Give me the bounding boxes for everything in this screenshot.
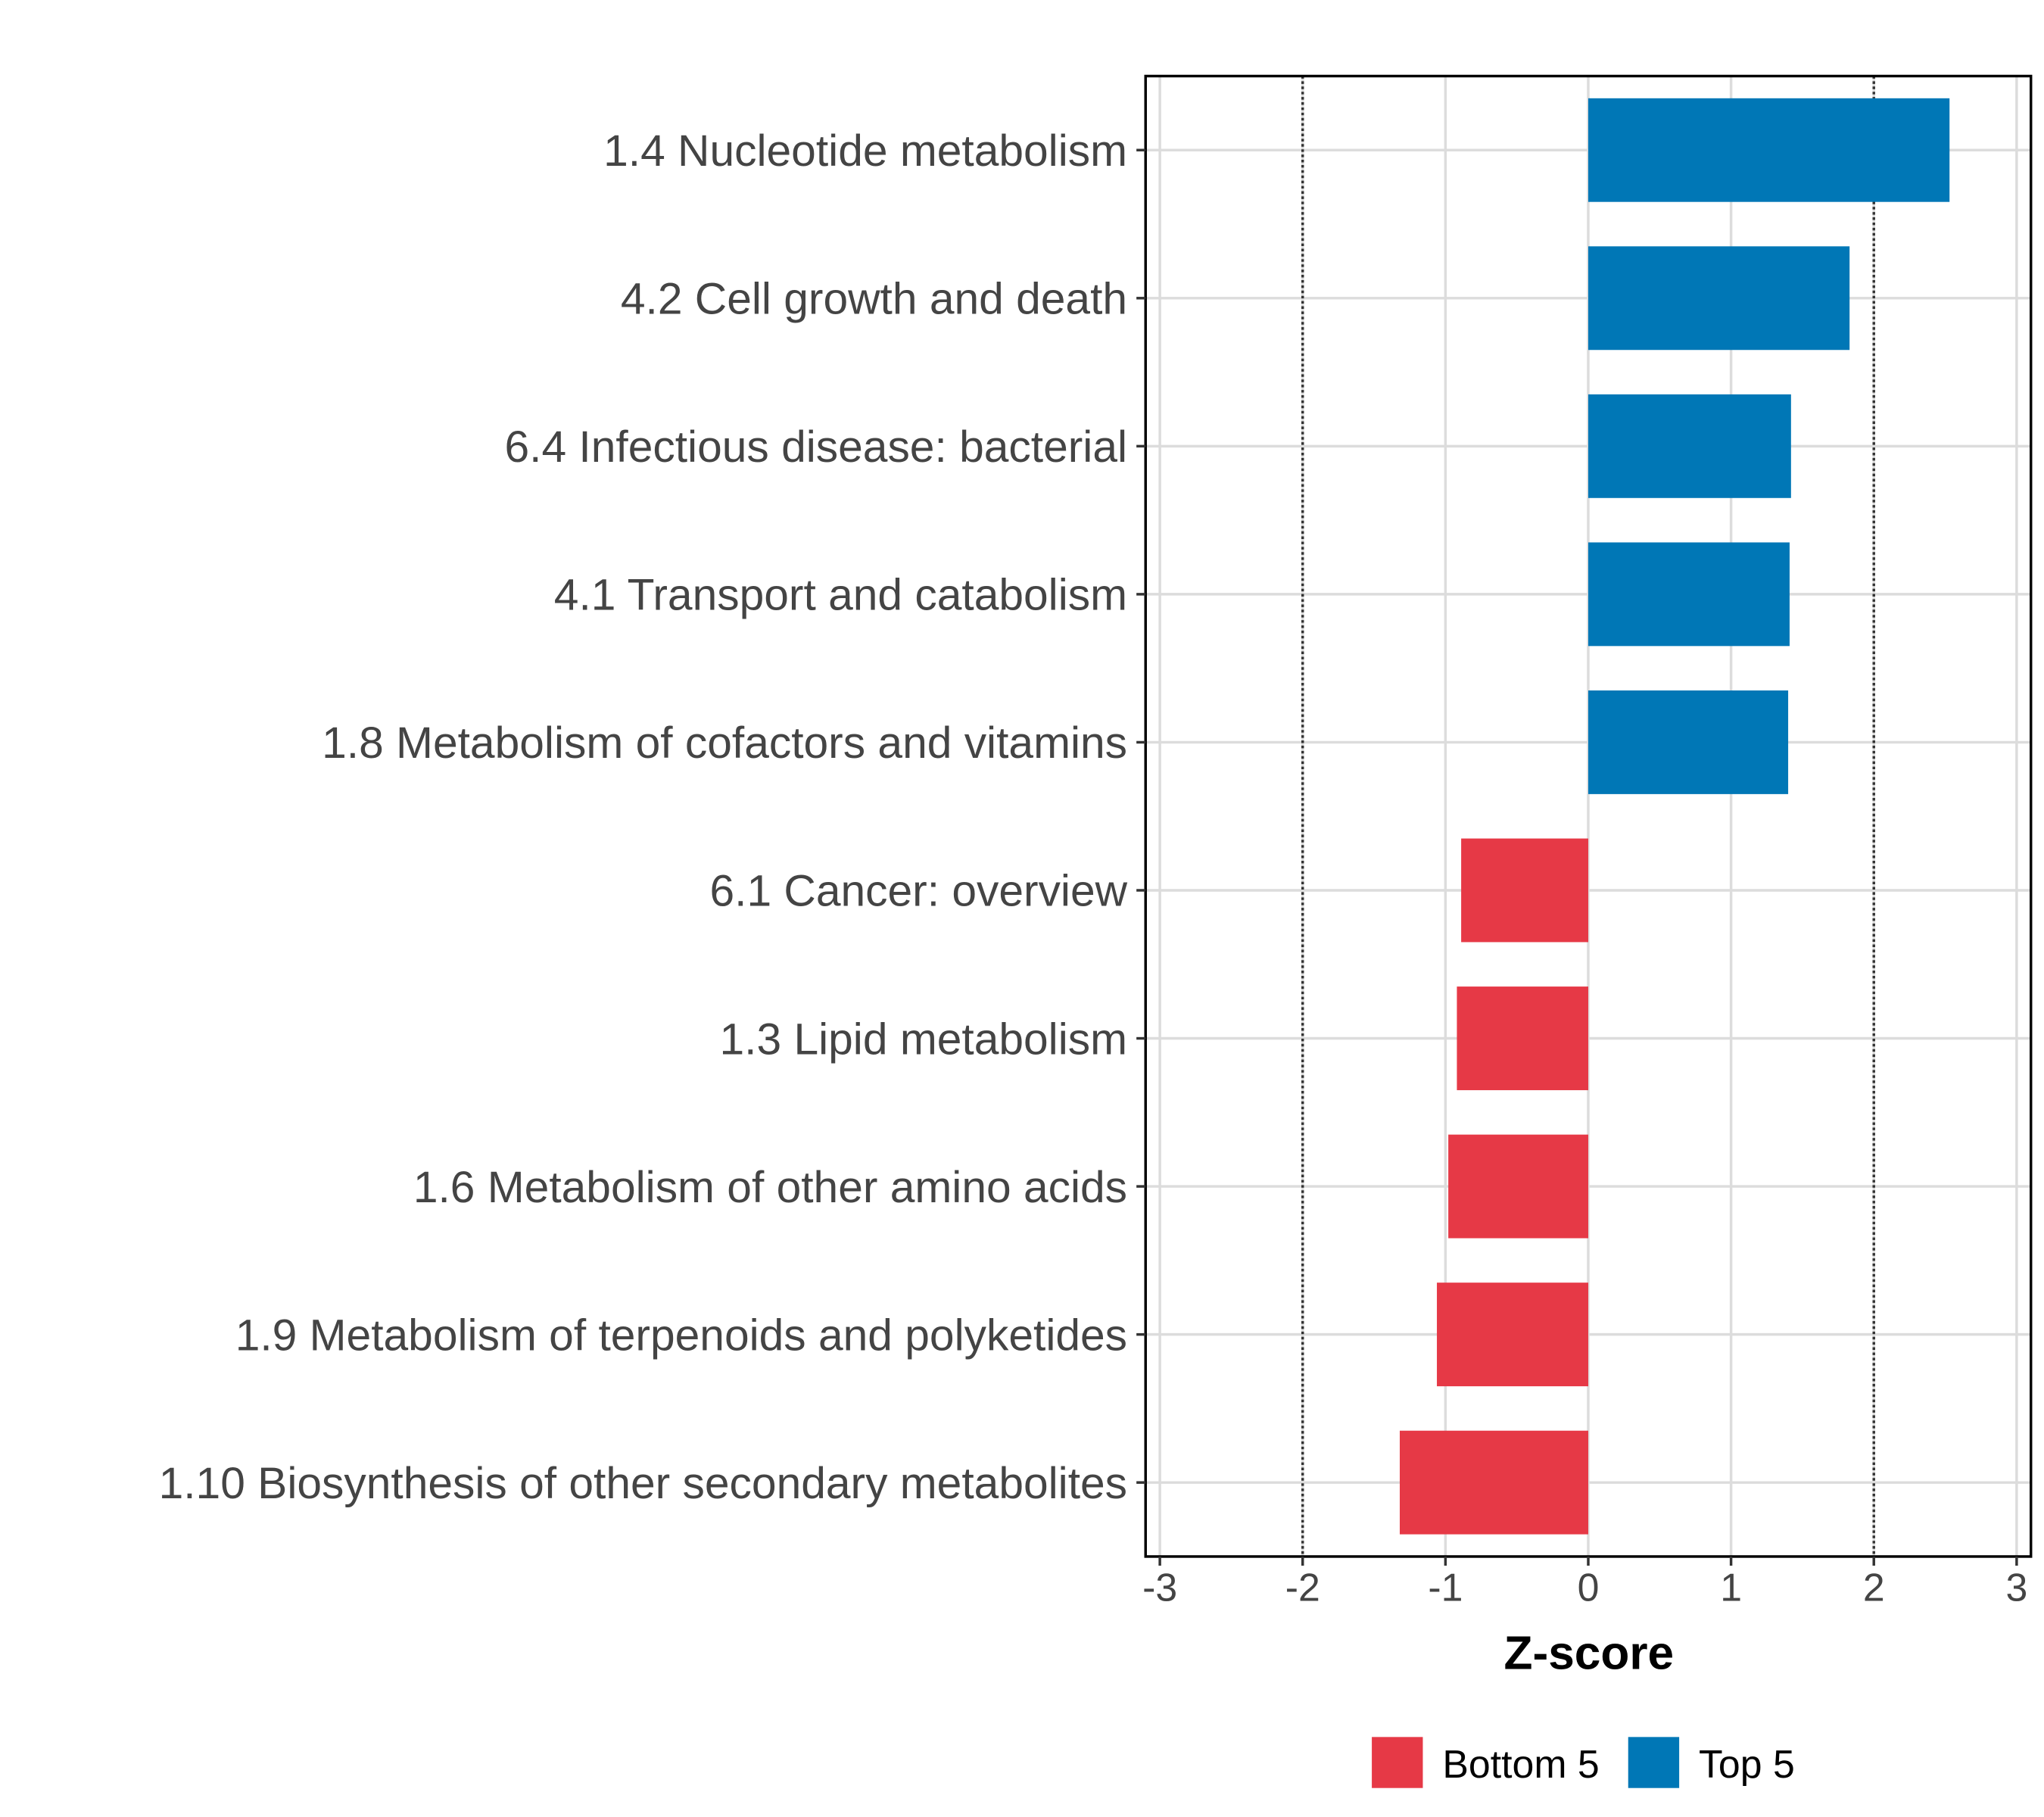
y-axis-label: 1.6 Metabolism of other amino acids	[413, 1163, 1127, 1212]
x-tick-label: -2	[1285, 1566, 1320, 1610]
y-axis-label: 1.8 Metabolism of cofactors and vitamins	[322, 718, 1127, 768]
legend-label: Bottom 5	[1442, 1742, 1599, 1786]
y-axis-label: 1.10 Biosynthesis of other secondary met…	[159, 1459, 1127, 1508]
bar	[1437, 1282, 1588, 1387]
bar	[1588, 394, 1791, 498]
bar	[1461, 838, 1588, 943]
legend: Bottom 5 Top 5	[1372, 1737, 1795, 1788]
legend-label: Top 5	[1699, 1742, 1795, 1786]
x-axis-ticks: -3 -2 -1 0 1 2 3	[1142, 1556, 2027, 1610]
y-axis-label: 4.1 Transport and catabolism	[554, 571, 1127, 620]
y-axis-label: 6.4 Infectious disease: bacterial	[504, 422, 1127, 472]
y-axis-label: 1.9 Metabolism of terpenoids and polyket…	[235, 1311, 1127, 1360]
x-tick-label: -1	[1428, 1566, 1463, 1610]
bar	[1588, 542, 1790, 647]
x-tick-label: -3	[1142, 1566, 1177, 1610]
bar	[1588, 246, 1850, 351]
x-axis-title: Z-score	[1504, 1628, 1675, 1680]
y-axis-labels: 1.4 Nucleotide metabolism 4.2 Cell growth…	[159, 126, 1146, 1508]
bar	[1588, 690, 1789, 794]
x-tick-label: 0	[1578, 1566, 1600, 1610]
bar	[1399, 1430, 1588, 1535]
y-axis-label: 4.2 Cell growth and death	[621, 275, 1127, 324]
bar	[1588, 98, 1950, 202]
y-axis-label: 1.3 Lipid metabolism	[720, 1014, 1128, 1064]
legend-swatch	[1372, 1737, 1423, 1788]
x-tick-label: 1	[1720, 1566, 1742, 1610]
x-tick-label: 3	[2005, 1566, 2027, 1610]
bars	[1399, 98, 1950, 1535]
y-axis-label: 6.1 Cancer: overview	[709, 867, 1127, 916]
legend-swatch	[1628, 1737, 1680, 1788]
x-tick-label: 2	[1863, 1566, 1885, 1610]
bar	[1448, 1134, 1588, 1239]
bar	[1457, 986, 1588, 1090]
y-axis-label: 1.4 Nucleotide metabolism	[603, 126, 1127, 176]
reference-lines	[1301, 76, 1875, 1557]
